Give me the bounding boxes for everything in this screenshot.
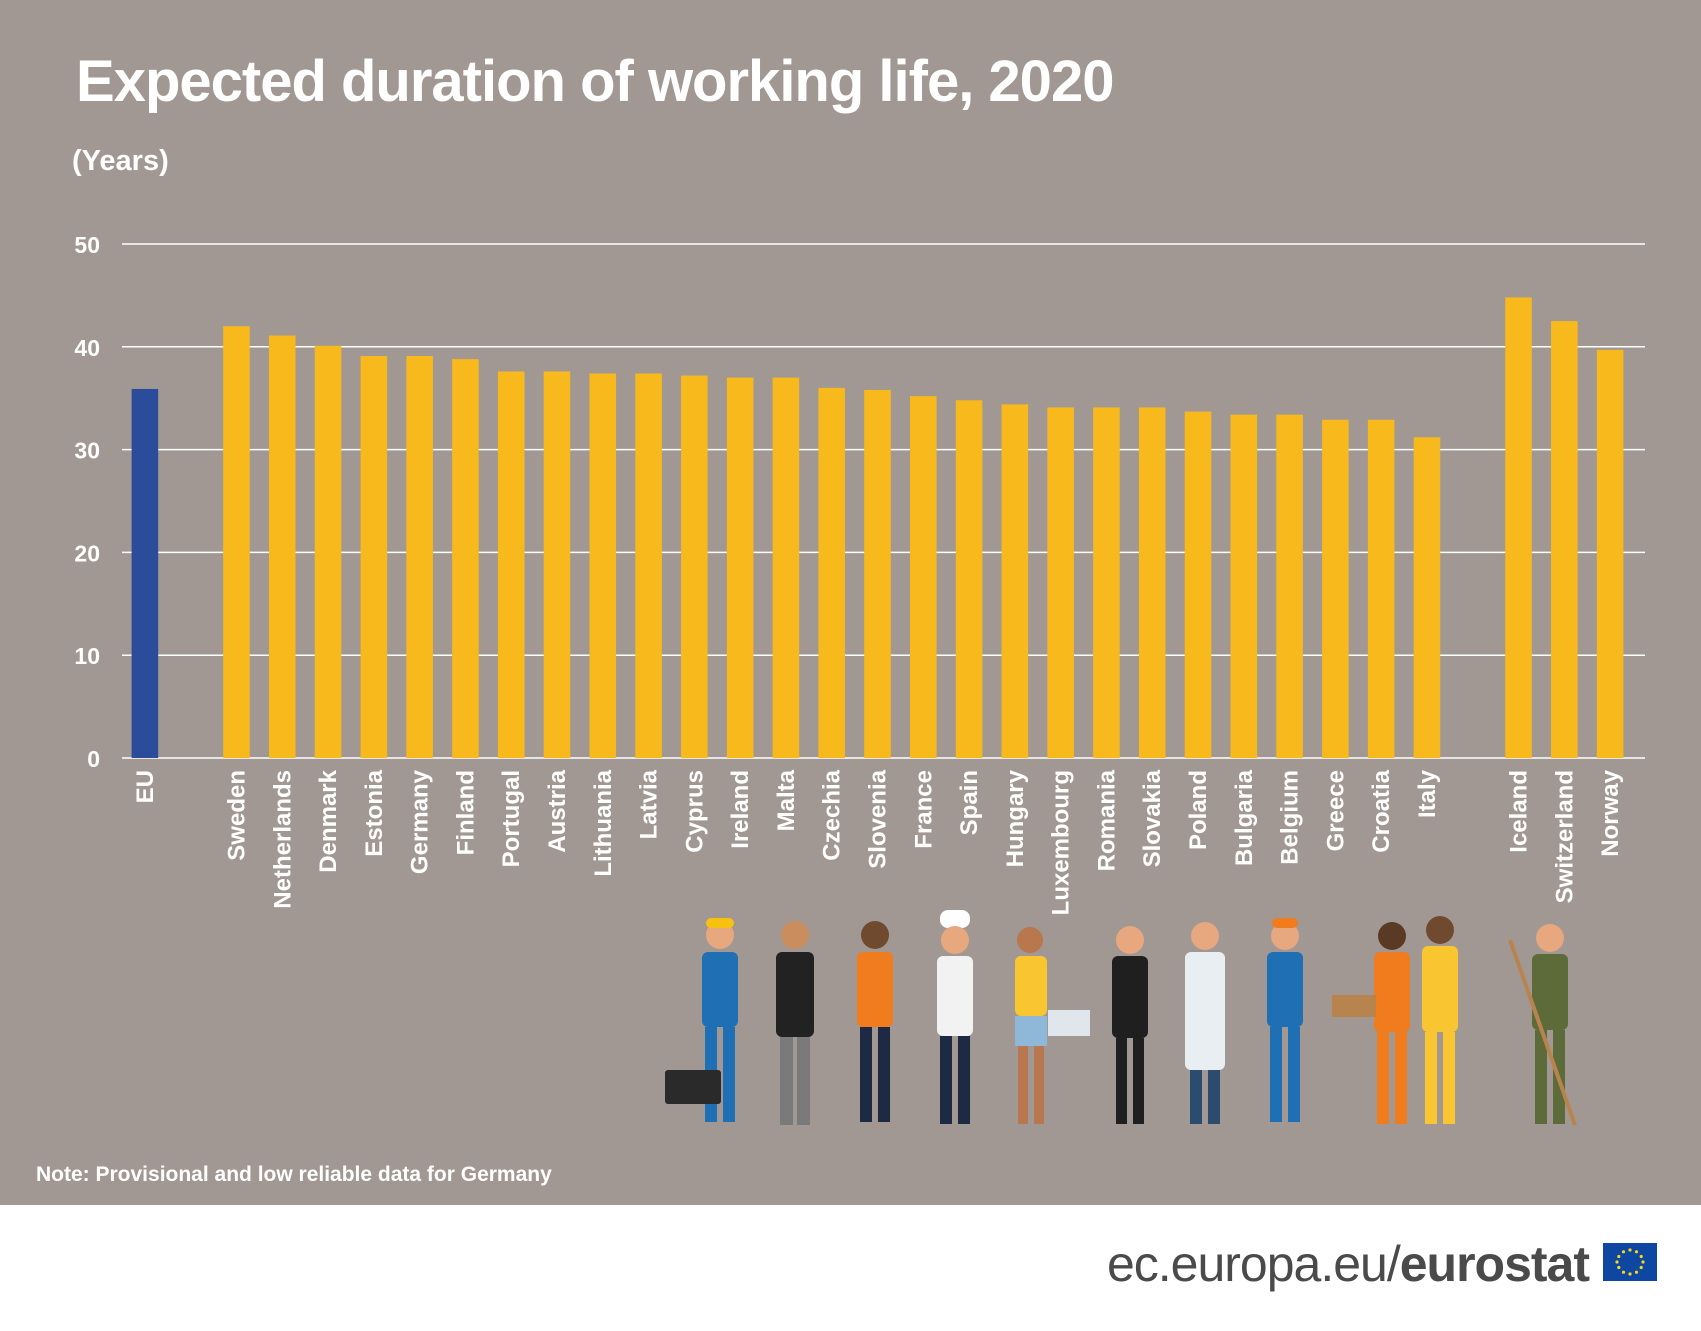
bar-eu	[131, 388, 159, 758]
x-label-croatia: Croatia	[1368, 769, 1395, 852]
worker-figure-3	[857, 921, 893, 1122]
bar-cyprus	[681, 375, 708, 758]
bar-switzerland	[1551, 321, 1578, 758]
x-label-netherlands: Netherlands	[269, 770, 296, 909]
bars	[131, 297, 1624, 758]
bar-portugal	[497, 371, 525, 758]
y-axis-unit-label: (Years)	[72, 145, 169, 177]
x-label-austria: Austria	[544, 769, 571, 852]
x-label-bulgaria: Bulgaria	[1231, 769, 1258, 866]
bar-ireland	[726, 377, 754, 758]
x-label-romania: Romania	[1093, 769, 1120, 871]
bar-greece	[1322, 419, 1349, 758]
x-label-slovenia: Slovenia	[865, 769, 892, 868]
x-label-greece: Greece	[1322, 770, 1349, 851]
workers-illustration	[665, 910, 1577, 1126]
bar-estonia	[360, 356, 388, 758]
chart-title: Expected duration of working life, 2020	[76, 49, 1114, 114]
eu-flag-icon	[1603, 1243, 1657, 1281]
eurostat-logo-text: eurostat	[1399, 1236, 1590, 1292]
x-label-germany: Germany	[407, 769, 434, 874]
x-label-luxembourg: Luxembourg	[1048, 770, 1075, 915]
x-label-switzerland: Switzerland	[1551, 770, 1578, 903]
worker-figure-5	[1015, 927, 1090, 1124]
bar-norway	[1596, 349, 1624, 758]
x-label-portugal: Portugal	[498, 770, 525, 867]
bar-romania	[1093, 407, 1120, 758]
bar-lithuania	[589, 373, 617, 758]
bar-malta	[772, 377, 800, 758]
x-label-sweden: Sweden	[223, 770, 250, 861]
bar-denmark	[314, 345, 342, 758]
x-label-italy: Italy	[1414, 769, 1441, 818]
footnote: Note: Provisional and low reliable data …	[36, 1163, 552, 1186]
x-label-finland: Finland	[452, 770, 479, 855]
x-label-latvia: Latvia	[636, 769, 663, 839]
x-label-denmark: Denmark	[315, 769, 342, 872]
worker-figure-2	[776, 921, 814, 1125]
bar-italy	[1413, 437, 1441, 758]
footer: ec.europa.eu/eurostat	[0, 1205, 1701, 1331]
worker-figure-6	[1112, 926, 1148, 1124]
bar-finland	[452, 359, 479, 758]
bar-chart: 0 10 20 30 40 50 EU Sweden Netherlands Denmark Es…	[74, 232, 1645, 915]
bar-austria	[543, 371, 571, 758]
bar-latvia	[635, 373, 662, 758]
x-label-poland: Poland	[1185, 770, 1212, 850]
worker-figure-10	[1422, 916, 1458, 1124]
y-tick-label: 50	[74, 232, 100, 258]
x-label-iceland: Iceland	[1506, 770, 1533, 853]
x-label-belgium: Belgium	[1277, 770, 1304, 865]
x-label-cyprus: Cyprus	[681, 770, 708, 853]
x-label-lithuania: Lithuania	[590, 769, 617, 876]
x-label-hungary: Hungary	[1002, 769, 1029, 867]
worker-figure-8	[1267, 918, 1303, 1122]
bar-germany	[406, 356, 433, 758]
source-url-prefix: ec.europa.eu/	[1106, 1236, 1401, 1292]
x-label-ireland: Ireland	[727, 770, 754, 849]
x-axis-labels: EU Sweden Netherlands Denmark Estonia Germany…	[132, 769, 1624, 915]
bar-czechia	[818, 387, 845, 758]
x-label-slovakia: Slovakia	[1139, 769, 1166, 867]
bar-sweden	[223, 326, 250, 758]
x-label-norway: Norway	[1597, 769, 1624, 856]
x-label-eu: EU	[132, 770, 159, 803]
bar-netherlands	[268, 335, 296, 758]
y-tick-label: 0	[87, 746, 100, 772]
worker-figure-4	[937, 910, 973, 1124]
bar-croatia	[1367, 419, 1395, 758]
y-tick-label: 10	[74, 643, 100, 669]
bar-poland	[1184, 411, 1212, 758]
y-tick-label: 20	[74, 540, 100, 566]
worker-figure-9	[1332, 922, 1410, 1124]
x-label-spain: Spain	[956, 770, 983, 835]
bar-belgium	[1276, 414, 1303, 758]
x-label-france: France	[910, 770, 937, 849]
worker-figure-1	[665, 918, 738, 1122]
x-label-estonia: Estonia	[361, 769, 388, 856]
bar-hungary	[1001, 404, 1029, 758]
bar-slovenia	[864, 389, 891, 758]
bar-bulgaria	[1230, 414, 1258, 758]
y-axis-ticks: 0 10 20 30 40 50	[74, 232, 100, 772]
y-tick-label: 40	[74, 335, 100, 361]
bar-iceland	[1505, 297, 1532, 758]
bar-slovakia	[1138, 407, 1166, 758]
y-tick-label: 30	[74, 438, 100, 464]
worker-figure-7	[1185, 922, 1225, 1124]
source-url[interactable]: ec.europa.eu/eurostat	[1106, 1235, 1590, 1293]
bar-luxembourg	[1047, 407, 1074, 758]
x-label-czechia: Czechia	[819, 769, 846, 860]
x-label-malta: Malta	[773, 769, 800, 831]
bar-france	[910, 396, 937, 758]
worker-figure-11	[1508, 924, 1577, 1126]
chart-panel: Expected duration of working life, 2020 …	[0, 0, 1701, 1205]
bar-spain	[955, 400, 983, 758]
